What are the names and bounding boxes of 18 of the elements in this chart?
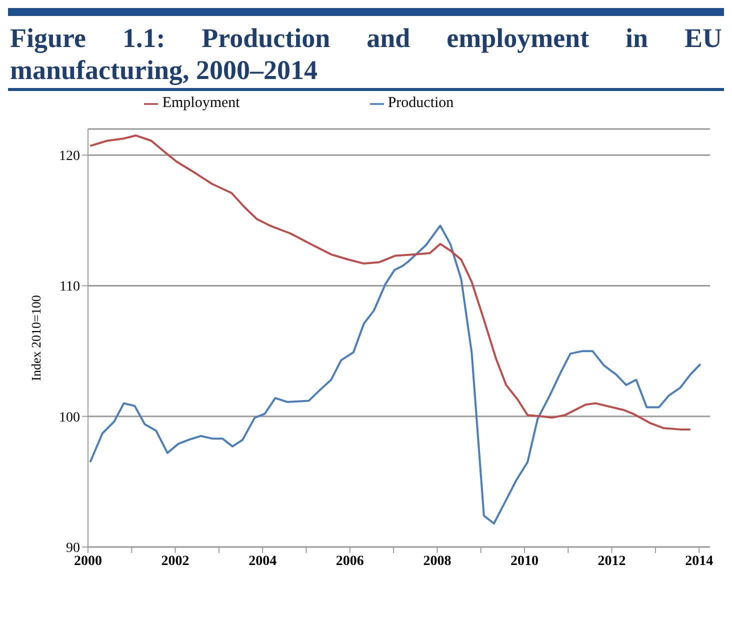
chart-title: Figure 1.1: Production and employment in EU manufacturing, 2000–2014 <box>10 22 722 86</box>
x-tick-label: 2002 <box>161 554 190 569</box>
x-tick-label: 2006 <box>336 554 364 569</box>
line-series <box>89 224 702 524</box>
x-tick-label: 2000 <box>74 554 102 569</box>
legend-label: Employment <box>162 95 240 111</box>
y-tick-label: 90 <box>66 540 80 556</box>
legend-label: Production <box>388 95 454 111</box>
x-tick-label: 2010 <box>510 554 538 569</box>
x-tick-label: 2012 <box>598 554 626 569</box>
line-series <box>89 134 692 430</box>
y-tick-label: 120 <box>59 149 80 164</box>
y-tick-label: 110 <box>60 280 80 295</box>
x-tick-label: 2004 <box>248 554 277 569</box>
y-tick-label: 100 <box>59 410 80 426</box>
x-tick-label: 2008 <box>423 554 452 569</box>
y-axis-title: Index 2010=100 <box>28 295 44 381</box>
x-tick-label: 2014 <box>685 554 714 569</box>
